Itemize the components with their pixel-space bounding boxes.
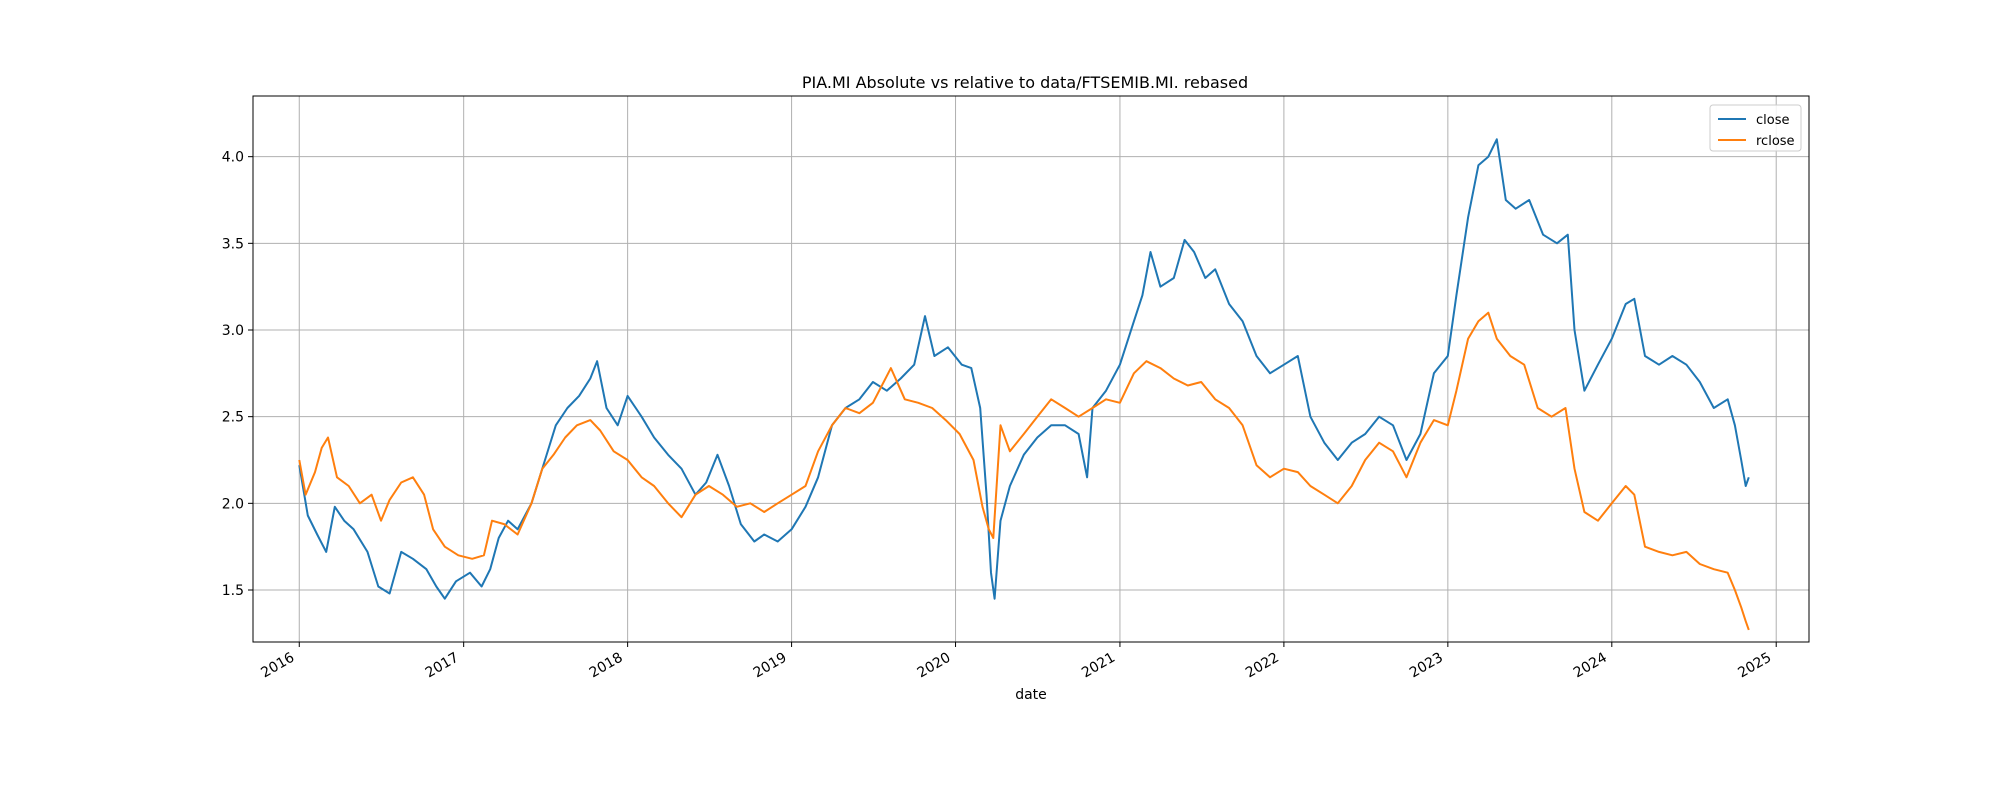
x-tick-label: 2023 [1407,650,1446,682]
legend: close rclose [1709,104,1802,152]
chart-title: PIA.MI Absolute vs relative to data/FTSE… [802,73,1248,92]
x-tick-label: 2019 [751,650,790,682]
x-axis: 2016 2017 2018 2019 2020 2021 2022 2023 2024 2025 [258,642,1777,682]
y-tick-label: 2.0 [222,496,244,512]
x-tick-label: 2024 [1571,650,1610,682]
y-tick-label: 4.0 [222,150,244,166]
grid-lines [253,96,1809,642]
x-tick-label: 2022 [1243,650,1282,682]
series-lines [298,138,1750,631]
plot-frame [252,95,1810,643]
y-tick-label: 3.5 [222,236,244,252]
x-tick-label: 2016 [258,650,297,682]
legend-label-close: close [1756,113,1789,128]
x-tick-label: 2020 [915,650,954,682]
x-axis-label: date [1015,687,1047,703]
x-tick-label: 2017 [423,650,462,682]
x-tick-label: 2018 [587,650,626,682]
series-line-rclose [298,311,1750,631]
y-tick-label: 2.5 [222,410,244,426]
x-tick-label: 2021 [1079,650,1118,682]
legend-label-rclose: rclose [1756,134,1795,149]
y-axis: 1.5 2.0 2.5 3.0 3.5 4.0 [222,150,253,599]
y-tick-label: 1.5 [222,583,244,599]
series-line-close [298,138,1750,600]
x-tick-label: 2025 [1735,650,1774,682]
y-tick-label: 3.0 [222,323,244,339]
